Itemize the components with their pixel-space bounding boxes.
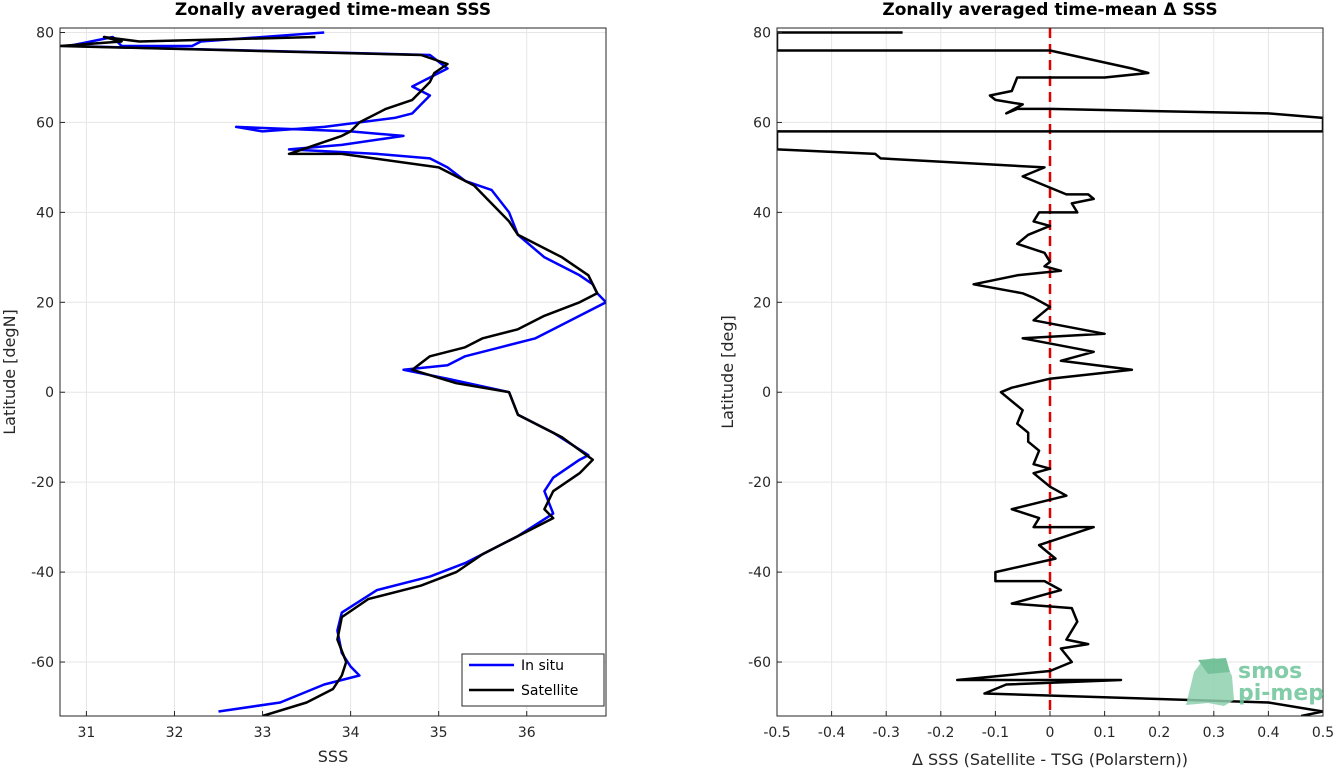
left-x-tick-label: 36 <box>518 725 536 741</box>
left-y-tick-label: 40 <box>36 205 54 221</box>
left-x-tick-label: 34 <box>342 725 360 741</box>
right-x-tick-label: 0.1 <box>1093 725 1115 741</box>
left-y-tick-label: 0 <box>45 385 54 401</box>
left-series-line-in-situ <box>67 31 606 713</box>
left-y-tick-label: 60 <box>36 115 54 131</box>
right-x-tick-label: 0.2 <box>1148 725 1170 741</box>
left-chart-panel: 31 32 33 34 35 36 -60 -40 -20 0 20 40 60 80 Zonally a… <box>0 0 607 766</box>
right-y-axis-label: Latitude [deg] <box>718 315 737 429</box>
right-y-tick-label: 60 <box>753 115 771 131</box>
right-y-tick-label: 40 <box>753 205 771 221</box>
right-x-tick-label: -0.3 <box>873 725 900 741</box>
left-tick-labels: 31 32 33 34 35 36 -60 -40 -20 0 20 40 60 80 <box>31 25 536 741</box>
left-plot-frame <box>59 27 607 717</box>
right-x-tick-label: -0.4 <box>818 725 845 741</box>
left-grid <box>60 28 606 716</box>
right-y-tick-label: -20 <box>748 475 771 491</box>
left-y-tick-label: -40 <box>31 565 54 581</box>
left-x-tick-label: 33 <box>254 725 272 741</box>
right-series-line-delta-sss <box>777 31 1323 716</box>
right-x-tick-label: 0.4 <box>1257 725 1279 741</box>
legend-label-insitu: In situ <box>521 658 564 674</box>
left-y-tick-label: -20 <box>31 475 54 491</box>
right-y-tick-label: -40 <box>748 565 771 581</box>
right-series-lines <box>777 28 1323 716</box>
right-y-tick-label: 20 <box>753 295 771 311</box>
left-chart-title: Zonally averaged time-mean SSS <box>175 0 491 20</box>
left-x-tick-label: 31 <box>78 725 96 741</box>
logo-text-line2: pi-mep <box>1238 681 1324 706</box>
right-x-tick-label: 0 <box>1046 725 1055 741</box>
chart-legend: In situ Satellite <box>461 653 605 707</box>
logo-shape-top-icon <box>1198 658 1230 674</box>
right-x-tick-label: 0.5 <box>1312 725 1334 741</box>
left-y-axis-label: Latitude [degN] <box>0 309 19 435</box>
right-x-axis-label: Δ SSS (Satellite - TSG (Polarstern)) <box>912 750 1188 769</box>
right-y-tick-label: 80 <box>753 25 771 41</box>
logo-text-line1: smos <box>1238 659 1302 684</box>
right-tick-labels: -0.5 -0.4 -0.3 -0.2 -0.1 0 0.1 0.2 0.3 0.4 0.5 -60 -… <box>748 25 1334 741</box>
right-chart-title: Zonally averaged time-mean Δ SSS <box>882 0 1217 20</box>
right-x-tick-label: -0.1 <box>982 725 1009 741</box>
legend-label-satellite: Satellite <box>521 683 578 699</box>
legend-box <box>461 653 605 707</box>
left-y-tick-label: 20 <box>36 295 54 311</box>
left-x-axis-label: SSS <box>318 747 348 766</box>
right-x-tick-label: -0.2 <box>927 725 954 741</box>
left-x-tick-label: 35 <box>430 725 448 741</box>
smos-pimep-logo: smos pi-mep <box>1186 658 1324 706</box>
left-y-tick-label: -60 <box>31 655 54 671</box>
left-series-lines <box>60 31 606 716</box>
left-y-tick-label: 80 <box>36 25 54 41</box>
right-x-tick-label: 0.3 <box>1203 725 1225 741</box>
right-x-tick-label: -0.5 <box>763 725 790 741</box>
right-y-tick-label: -60 <box>748 655 771 671</box>
right-chart-panel: -0.5 -0.4 -0.3 -0.2 -0.1 0 0.1 0.2 0.3 0.4 0.5 -60 -… <box>718 0 1334 769</box>
right-y-tick-label: 0 <box>762 385 771 401</box>
left-x-tick-label: 32 <box>166 725 184 741</box>
left-series-line-satellite <box>60 35 599 716</box>
